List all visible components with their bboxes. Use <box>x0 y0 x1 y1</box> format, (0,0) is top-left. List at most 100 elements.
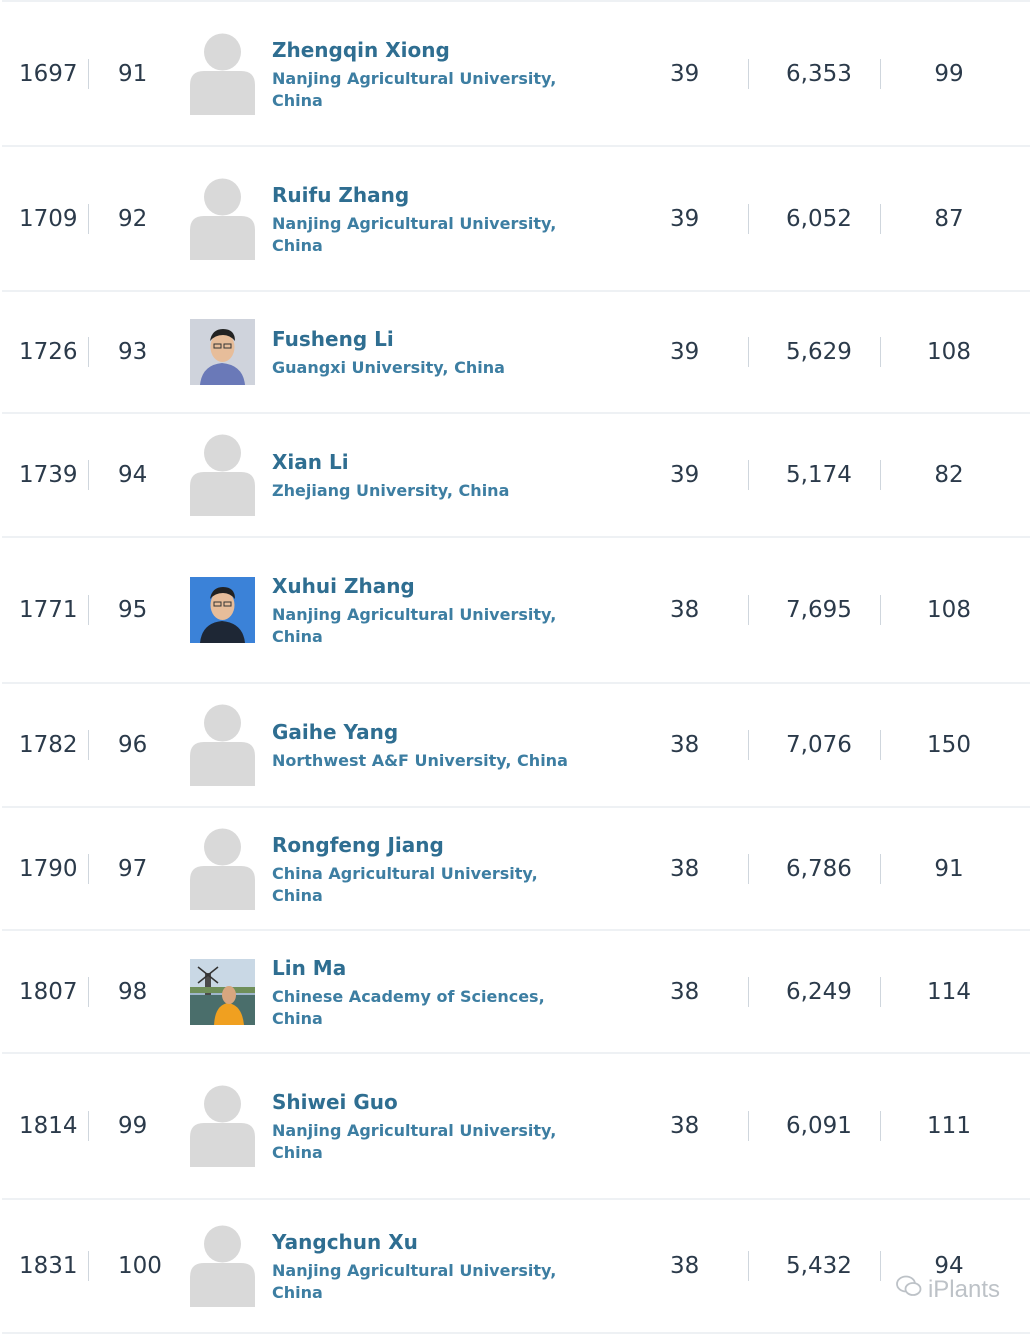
institution-link[interactable]: China Agricultural University, China <box>272 863 538 905</box>
citations: 5,174 <box>786 462 852 488</box>
h-index: 38 <box>670 855 700 882</box>
h-index: 38 <box>670 1113 700 1139</box>
citations: 6,091 <box>786 1113 852 1139</box>
world-rank: 1709 <box>19 205 78 232</box>
citations: 5,629 <box>786 339 852 365</box>
column-divider <box>748 595 749 625</box>
institution-link[interactable]: Nanjing Agricultural University, China <box>272 1261 557 1302</box>
national-rank: 95 <box>118 597 148 623</box>
institution-link[interactable]: Guangxi University, China <box>272 358 505 377</box>
national-rank: 94 <box>118 462 148 488</box>
institution-link[interactable]: Nanjing Agricultural University, China <box>272 605 557 646</box>
scientist-name-link[interactable]: Zhengqin Xiong <box>272 37 450 62</box>
h-index: 39 <box>670 462 700 488</box>
national-rank: 93 <box>118 339 148 365</box>
table-row: 1814 99 Shiwei Guo Nanjing Agricultural Uni… <box>2 1054 1030 1200</box>
world-rank: 1831 <box>19 1253 78 1279</box>
publications: 108 <box>927 597 971 623</box>
column-divider <box>88 853 89 884</box>
institution-link[interactable]: Nanjing Agricultural University, China <box>272 68 557 110</box>
institution-link[interactable]: Chinese Academy of Sciences, China <box>272 986 545 1028</box>
avatar[interactable] <box>190 958 255 1025</box>
column-divider <box>748 1251 749 1281</box>
world-rank: 1790 <box>19 855 78 882</box>
institution-link[interactable]: Nanjing Agricultural University, China <box>272 213 557 255</box>
column-divider <box>880 337 881 367</box>
world-rank: 1739 <box>19 462 78 488</box>
table-row: 1771 95 Xuhui Zhang Nanjing Agricultural Un… <box>2 538 1030 684</box>
watermark-text: iPlants <box>927 1275 1000 1303</box>
institution-link[interactable]: Zhejiang University, China <box>272 481 510 500</box>
column-divider <box>880 595 881 625</box>
scientist-info: Fusheng Li Guangxi University, China <box>272 325 572 379</box>
scientist-info: Gaihe Yang Northwest A&F University, Chin… <box>272 718 572 772</box>
table-row: 1782 96 Gaihe Yang Northwest A&F University… <box>2 684 1030 808</box>
citations: 6,786 <box>786 855 852 882</box>
h-index: 38 <box>670 597 700 623</box>
table-row: 1739 94 Xian Li Zhejiang University, China 3… <box>2 414 1030 538</box>
scientist-info: Shiwei Guo Nanjing Agricultural Universit… <box>272 1088 572 1164</box>
column-divider <box>88 337 89 367</box>
national-rank: 92 <box>118 205 148 232</box>
scientist-name-link[interactable]: Gaihe Yang <box>272 720 399 744</box>
table-row: 1807 98 Lin Ma Chinese Academy of Sciences,… <box>2 931 1030 1054</box>
scientist-info: Xuhui Zhang Nanjing Agricultural Universi… <box>272 572 572 648</box>
avatar[interactable] <box>190 704 255 786</box>
publications: 87 <box>934 205 964 232</box>
citations: 7,076 <box>786 732 852 758</box>
publications: 114 <box>927 978 971 1005</box>
scientist-name-link[interactable]: Lin Ma <box>272 955 347 980</box>
national-rank: 98 <box>118 978 148 1005</box>
avatar[interactable] <box>190 434 255 516</box>
publications: 111 <box>927 1113 971 1139</box>
h-index: 38 <box>670 732 700 758</box>
avatar[interactable] <box>190 33 255 115</box>
scientist-info: Ruifu Zhang Nanjing Agricultural Universi… <box>272 181 572 257</box>
scientist-name-link[interactable]: Ruifu Zhang <box>272 182 410 207</box>
scientist-name-link[interactable]: Shiwei Guo <box>272 1090 398 1114</box>
h-index: 38 <box>670 978 700 1005</box>
column-divider <box>748 976 749 1007</box>
column-divider <box>880 58 881 89</box>
avatar[interactable] <box>190 1085 255 1167</box>
column-divider <box>748 853 749 884</box>
scientist-name-link[interactable]: Yangchun Xu <box>272 1230 418 1254</box>
institution-link[interactable]: Nanjing Agricultural University, China <box>272 1121 557 1162</box>
column-divider <box>880 203 881 234</box>
world-rank: 1814 <box>19 1113 78 1139</box>
column-divider <box>88 203 89 234</box>
publications: 150 <box>927 732 971 758</box>
avatar[interactable] <box>190 178 255 260</box>
world-rank: 1726 <box>19 339 78 365</box>
scientist-name-link[interactable]: Xuhui Zhang <box>272 574 415 598</box>
h-index: 39 <box>670 339 700 365</box>
avatar[interactable] <box>190 828 255 910</box>
avatar[interactable] <box>190 319 255 385</box>
scientist-name-link[interactable]: Rongfeng Jiang <box>272 832 444 857</box>
scientist-info: Rongfeng Jiang China Agricultural Univers… <box>272 831 572 907</box>
scientist-info: Xian Li Zhejiang University, China <box>272 448 572 502</box>
scientist-name-link[interactable]: Fusheng Li <box>272 327 394 351</box>
column-divider <box>88 730 89 760</box>
publications: 91 <box>934 855 964 882</box>
column-divider <box>88 1251 89 1281</box>
column-divider <box>748 58 749 89</box>
institution-link[interactable]: Northwest A&F University, China <box>272 751 568 770</box>
column-divider <box>88 1111 89 1141</box>
publications: 94 <box>934 1253 964 1279</box>
h-index: 39 <box>670 205 700 232</box>
citations: 5,432 <box>786 1253 852 1279</box>
scientist-name-link[interactable]: Xian Li <box>272 450 349 474</box>
publications: 108 <box>927 339 971 365</box>
citations: 6,249 <box>786 978 852 1005</box>
column-divider <box>880 460 881 490</box>
national-rank: 96 <box>118 732 148 758</box>
national-rank: 99 <box>118 1113 148 1139</box>
h-index: 38 <box>670 1253 700 1279</box>
column-divider <box>748 203 749 234</box>
scientist-info: Yangchun Xu Nanjing Agricultural Universi… <box>272 1228 572 1304</box>
avatar[interactable] <box>190 577 255 643</box>
table-row: 1831 100 Yangchun Xu Nanjing Agricultural U… <box>2 1200 1030 1334</box>
column-divider <box>880 853 881 884</box>
avatar[interactable] <box>190 1225 255 1307</box>
